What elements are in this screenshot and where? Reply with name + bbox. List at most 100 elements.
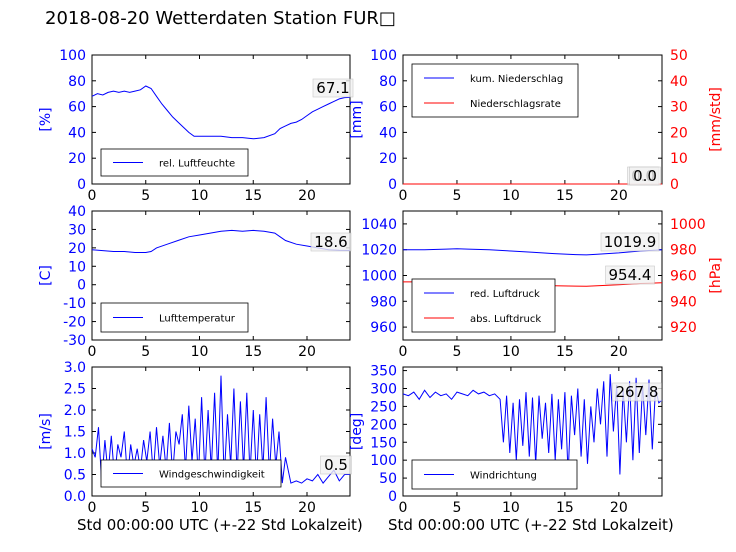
wind-direction-annotation-box	[612, 382, 662, 402]
wind-speed-legend-label: Windgeschwindigkeit	[159, 470, 265, 481]
pressure-annotation: 954.4	[609, 266, 652, 284]
precipitation-y2-tick-label: 30	[670, 100, 688, 116]
wind-speed-y-tick-label: 3.0	[64, 360, 86, 376]
temperature-y-tick-label: 30	[68, 222, 86, 238]
humidity-y-tick-label: 40	[68, 125, 86, 141]
precipitation-y-tick-label: 40	[379, 125, 397, 141]
precipitation-x-tick-label: 20	[610, 188, 628, 204]
pressure-y2-tick-label: 920	[670, 320, 697, 336]
temperature-y-tick-label: -30	[63, 333, 86, 349]
pressure-y-tick-label: 980	[370, 294, 397, 310]
temperature-y-axis-label: [C]	[38, 265, 54, 286]
pressure-y-tick-label: 1000	[361, 269, 397, 285]
pressure-y2-tick-label: 1000	[670, 217, 706, 233]
wind-direction-x-tick-label: 5	[452, 500, 461, 516]
pressure-x-tick-label: 10	[502, 344, 520, 360]
pressure-legend	[411, 278, 556, 333]
temperature-frame	[91, 210, 351, 341]
wind-direction-x-tick-label: 0	[399, 500, 408, 516]
precipitation-x-tick-label: 5	[452, 188, 461, 204]
precipitation-x-tick-label: 0	[399, 188, 408, 204]
wind-speed-y-tick-label: 0.0	[64, 489, 86, 505]
humidity-x-tick-label: 20	[298, 188, 316, 204]
humidity-y-tick-label: 20	[68, 151, 86, 167]
pressure-y2-tick-label: 980	[670, 243, 697, 259]
precipitation-y2-tick-label: 0	[670, 177, 679, 193]
humidity-legend-label: rel. Luftfeuchte	[159, 159, 235, 170]
pressure-y-tick-label: 1040	[361, 217, 397, 233]
temperature-x-tick-label: 10	[191, 344, 209, 360]
page-title: 2018-08-20 Wetterdaten Station FUR□	[45, 8, 396, 29]
wind-direction-x-tick-label: 10	[502, 500, 520, 516]
pressure-y-tick-label: 960	[370, 320, 397, 336]
wind-direction-x-tick-label: 15	[556, 500, 574, 516]
humidity-y-tick-label: 100	[59, 48, 86, 64]
pressure-annotation-box	[605, 265, 655, 285]
wind-direction-x-tick-label: 20	[610, 500, 628, 516]
precipitation-y2-tick-label: 10	[670, 151, 688, 167]
pressure-x-tick-label: 0	[399, 344, 408, 360]
humidity-x-tick-label: 5	[141, 188, 150, 204]
temperature-y-tick-label: 10	[68, 259, 86, 275]
wind-direction-y-tick-label: 100	[370, 453, 397, 469]
pressure-x-tick-label: 15	[556, 344, 574, 360]
humidity-y-tick-label: 0	[77, 177, 86, 193]
humidity-y-axis-label: [%]	[38, 107, 54, 131]
precipitation-legend-label: Niederschlagsrate	[470, 99, 561, 110]
x-axis-label-right: Std 00:00:00 UTC (+-22 Std Lokalzeit)	[388, 516, 674, 534]
precipitation-y-tick-label: 80	[379, 74, 397, 90]
wind-direction-y-tick-label: 200	[370, 417, 397, 433]
wind-direction-frame	[402, 366, 663, 497]
temperature-annotation-box	[310, 232, 352, 252]
precipitation-y2-tick-label: 40	[670, 74, 688, 90]
precipitation-annotation: 0.0	[633, 167, 657, 185]
pressure-y2-axis-label: [hPa]	[708, 257, 724, 293]
precipitation-x-tick-label: 10	[502, 188, 520, 204]
wind-direction-y-tick-label: 150	[370, 435, 397, 451]
precipitation-y-axis-label: [mm]	[349, 100, 365, 138]
pressure-annotation: 1019.9	[604, 233, 657, 251]
pressure-annotation-box	[600, 232, 660, 252]
precipitation-y-tick-label: 20	[379, 151, 397, 167]
temperature-x-tick-label: 5	[141, 344, 150, 360]
humidity-y-tick-label: 60	[68, 100, 86, 116]
humidity-series-line-1	[91, 85, 351, 140]
pressure-x-tick-label: 20	[610, 344, 628, 360]
wind-speed-annotation: 0.5	[324, 456, 348, 474]
wind-speed-y-tick-label: 1.0	[64, 446, 86, 462]
precipitation-legend-label: kum. Niederschlag	[470, 74, 563, 85]
pressure-legend-label: red. Luftdruck	[470, 289, 540, 300]
pressure-y-tick-label: 1020	[361, 243, 397, 259]
wind-speed-x-tick-label: 20	[298, 500, 316, 516]
x-axis-label-left: Std 00:00:00 UTC (+-22 Std Lokalzeit)	[77, 516, 363, 534]
pressure-y2-tick-label: 960	[670, 269, 697, 285]
temperature-y-tick-label: 40	[68, 204, 86, 220]
wind-speed-x-tick-label: 15	[244, 500, 262, 516]
wind-speed-y-tick-label: 0.5	[64, 468, 86, 484]
temperature-annotation: 18.6	[314, 233, 347, 251]
wind-speed-x-tick-label: 5	[141, 500, 150, 516]
temperature-y-tick-label: 0	[77, 278, 86, 294]
temperature-y-tick-label: -10	[63, 296, 86, 312]
wind-speed-annotation-box	[320, 455, 352, 475]
wind-speed-y-tick-label: 1.5	[64, 425, 86, 441]
wind-direction-legend-label: Windrichtung	[470, 471, 537, 482]
precipitation-y2-tick-label: 20	[670, 125, 688, 141]
wind-direction-y-tick-label: 50	[379, 471, 397, 487]
humidity-x-tick-label: 15	[244, 188, 262, 204]
wind-speed-legend	[100, 459, 282, 488]
pressure-x-tick-label: 5	[452, 344, 461, 360]
precipitation-legend	[411, 63, 579, 118]
temperature-x-tick-label: 0	[88, 344, 97, 360]
wind-direction-y-axis-label: [deg]	[349, 413, 365, 450]
wind-direction-y-tick-label: 0	[388, 489, 397, 505]
wind-speed-x-tick-label: 10	[191, 500, 209, 516]
precipitation-y2-tick-label: 50	[670, 48, 688, 64]
precipitation-annotation-box	[629, 166, 661, 186]
wind-speed-y-tick-label: 2.5	[64, 382, 86, 398]
precipitation-y2-axis-label: [mm/std]	[708, 87, 724, 152]
humidity-x-tick-label: 10	[191, 188, 209, 204]
wind-speed-series-line-1	[91, 375, 350, 484]
temperature-y-tick-label: -20	[63, 315, 86, 331]
